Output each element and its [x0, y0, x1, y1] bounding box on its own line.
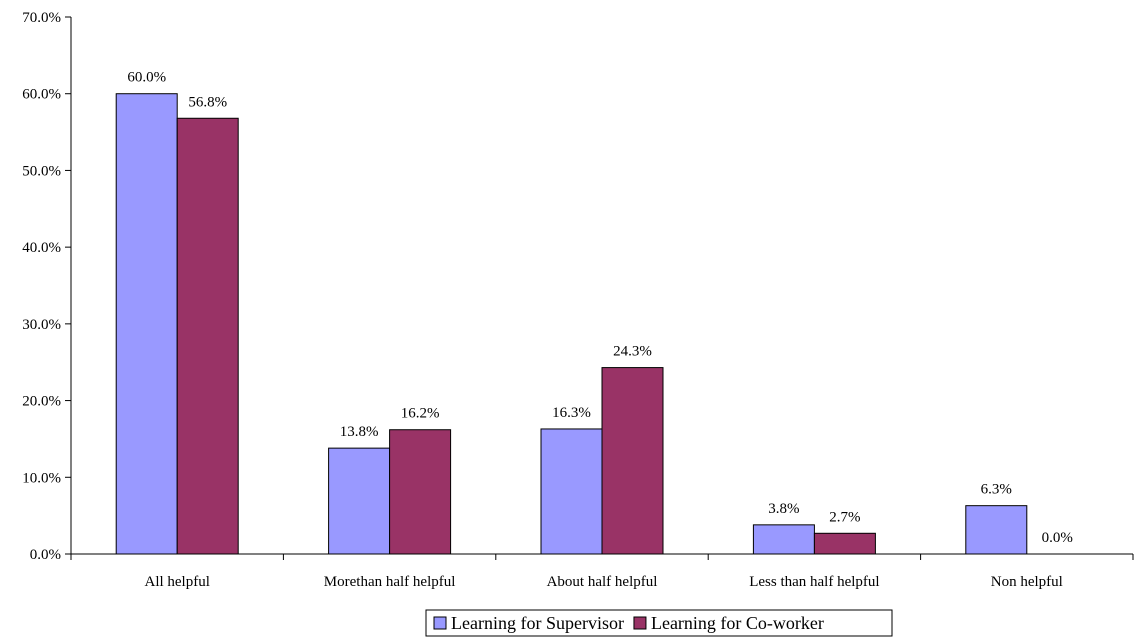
data-label: 60.0% — [127, 70, 166, 86]
x-category-label: All helpful — [144, 574, 209, 590]
bar-supervisor — [752, 524, 815, 555]
data-label: 56.8% — [188, 94, 227, 110]
y-tick-label: 30.0% — [22, 317, 61, 333]
bar-supervisor — [965, 505, 1028, 555]
x-category-label: Non helpful — [991, 574, 1063, 590]
y-tick-label: 10.0% — [22, 470, 61, 486]
x-category-label: Morethan half helpful — [324, 574, 456, 590]
x-axis: All helpful Morethan half helpful About ha… — [70, 553, 1134, 590]
x-category-label: Less than half helpful — [749, 574, 879, 590]
legend-label-supervisor: Learning for Supervisor — [451, 613, 624, 633]
data-label: 13.8% — [340, 424, 379, 440]
bar-coworker — [176, 117, 239, 555]
data-label: 3.8% — [768, 501, 799, 517]
bars — [115, 93, 1028, 555]
y-tick-label: 60.0% — [22, 87, 61, 103]
data-label: 2.7% — [829, 509, 860, 525]
legend-swatch-coworker — [633, 616, 647, 630]
y-tick-label: 40.0% — [22, 240, 61, 256]
y-tick-label: 50.0% — [22, 163, 61, 179]
bar-supervisor — [115, 93, 178, 555]
legend-swatch-supervisor — [433, 616, 447, 630]
y-axis: 0.0% 10.0% 20.0% 30.0% 40.0% 50.0% 60.0% 70.0% — [22, 10, 72, 563]
data-label: 16.3% — [552, 405, 591, 421]
legend-box — [425, 609, 893, 637]
data-label: 24.3% — [613, 344, 652, 360]
x-category-label: About half helpful — [547, 574, 658, 590]
data-label: 16.2% — [401, 406, 440, 422]
bar-supervisor — [540, 428, 603, 555]
bar-supervisor — [328, 447, 391, 555]
y-tick-label: 20.0% — [22, 394, 61, 410]
bar-coworker — [601, 367, 664, 555]
bar-coworker — [389, 429, 452, 555]
y-tick-label: 70.0% — [22, 10, 61, 26]
y-tick-label: 0.0% — [30, 547, 61, 563]
legend-label-coworker: Learning for Co-worker — [651, 613, 824, 633]
legend: Learning for Supervisor Learning for Co-w… — [425, 609, 893, 637]
bar-coworker — [813, 532, 876, 555]
data-labels: 60.0% 56.8% 13.8% 16.2% 16.3% 24.3% 3.8% 2.7% 6.… — [127, 70, 1073, 546]
data-label: 6.3% — [981, 482, 1012, 498]
data-label: 0.0% — [1042, 530, 1073, 546]
